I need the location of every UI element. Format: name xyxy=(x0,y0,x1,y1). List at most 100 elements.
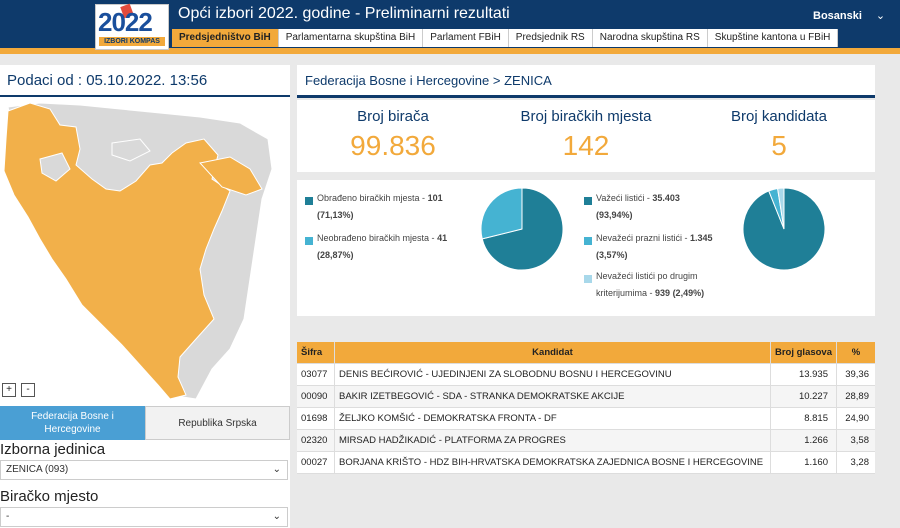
legend-valid-pct: (93,94%) xyxy=(596,210,633,220)
legend-blank-value: 1.345 xyxy=(690,233,713,243)
swatch-blank xyxy=(584,237,592,245)
cell-votes: 10.227 xyxy=(771,386,837,407)
cell-pct: 24,90 xyxy=(845,413,869,424)
stat-polling-stations: Broj biračkih mjesta 142 xyxy=(490,100,682,162)
pie-ballots xyxy=(742,187,826,271)
zoom-in-button[interactable]: + xyxy=(2,383,16,397)
col-header-candidate[interactable]: Kandidat xyxy=(335,342,771,363)
legend-other-invalid-value: 939 xyxy=(655,288,671,298)
left-panel: Podaci od : 05.10.2022. 13:56 + - Federa… xyxy=(0,65,290,528)
cell-votes: 8.815 xyxy=(771,408,837,429)
cell-candidate: BAKIR IZETBEGOVIĆ - SDA - STRANKA DEMOKR… xyxy=(335,386,771,407)
tab-parliamentary-assembly[interactable]: Parlamentarna skupština BiH xyxy=(278,29,424,47)
pie-ballots-slice-2[interactable] xyxy=(777,187,785,230)
pie-polling-stations-slice-0[interactable] xyxy=(481,187,564,271)
page-title: Opći izbori 2022. godine - Preliminarni … xyxy=(178,5,510,22)
cell-pct: 28,89 xyxy=(845,391,869,402)
table-row[interactable]: 02320 MIRSAD HADŽIKADIĆ - PLATFORMA ZA P… xyxy=(297,430,875,452)
swatch-processed xyxy=(305,197,313,205)
unit-select[interactable]: ZENICA (093) ⌄ xyxy=(0,460,288,480)
entity-switch: Federacija Bosne i Hercegovine Republika… xyxy=(0,406,290,440)
legend-other-invalid: Nevažeći listići po drugim kriterijumima… xyxy=(584,268,705,302)
results-table: Šifra Kandidat Broj glasova % 03077 DENI… xyxy=(297,342,875,474)
bih-map[interactable] xyxy=(0,99,290,401)
legend-blank-label: Nevažeći prazni listići - xyxy=(596,233,691,243)
legend-unprocessed-value: 41 xyxy=(437,233,448,243)
stat-polling-stations-caption: Broj biračkih mjesta xyxy=(520,108,652,125)
breadcrumb-text: Federacija Bosne i Hercegovine > ZENICA xyxy=(305,73,552,88)
stat-candidates-value: 5 xyxy=(771,130,787,161)
cell-votes: 1.160 xyxy=(771,452,837,473)
col-header-pct[interactable]: % xyxy=(851,347,861,358)
table-row[interactable]: 03077 DENIS BEĆIROVIĆ - UJEDINJENI ZA SL… xyxy=(297,364,875,386)
pie-polling-stations-slice-1[interactable] xyxy=(480,187,523,240)
legend-other-invalid-pct: (2,49%) xyxy=(672,288,705,298)
tab-president-rs[interactable]: Predsjednik RS xyxy=(508,29,593,47)
legend-processed-label: Obrađeno biračkih mjesta - xyxy=(317,193,428,203)
header-accent-bar xyxy=(0,48,900,54)
unit-label: Izborna jedinica xyxy=(0,441,106,458)
table-row[interactable]: 01698 ŽELJKO KOMŠIĆ - DEMOKRATSKA FRONTA… xyxy=(297,408,875,430)
stat-voters-value: 99.836 xyxy=(350,130,436,161)
map-region-enclave-2[interactable] xyxy=(111,138,151,162)
cell-candidate: BORJANA KRIŠTO - HDZ BIH-HRVATSKA DEMOKR… xyxy=(335,452,771,473)
swatch-valid xyxy=(584,197,592,205)
legend-unprocessed-label: Neobrađeno biračkih mjesta - xyxy=(317,233,438,243)
legend-other-invalid-label: Nevažeći listići po drugim xyxy=(596,271,698,281)
pie-polling-stations-slices xyxy=(480,187,564,271)
legend-unprocessed: Neobrađeno biračkih mjesta - 41 (28,87%) xyxy=(305,230,448,264)
pie-ballots-slices xyxy=(742,187,826,271)
logo-subtitle: IZBORI KOMPAS xyxy=(99,37,165,46)
cell-candidate: MIRSAD HADŽIKADIĆ - PLATFORMA ZA PROGRES xyxy=(335,430,771,451)
map-region-enclave[interactable] xyxy=(39,152,71,182)
language-label: Bosanski xyxy=(813,10,862,22)
entity-fbih-button[interactable]: Federacija Bosne i Hercegovine xyxy=(0,406,145,440)
cell-code: 02320 xyxy=(297,430,335,451)
language-selector[interactable]: Bosanski ⌄ xyxy=(813,9,885,22)
zoom-out-button[interactable]: - xyxy=(21,383,35,397)
station-select[interactable]: - ⌄ xyxy=(0,507,288,527)
election-tabs: Predsjedništvo BiH Parlamentarna skupšti… xyxy=(172,29,839,47)
legend-blank-pct: (3,57%) xyxy=(596,250,628,260)
election-logo[interactable]: 2022 IZBORI KOMPAS xyxy=(95,3,169,50)
cell-candidate: DENIS BEĆIROVIĆ - UJEDINJENI ZA SLOBODNU… xyxy=(335,364,771,385)
legend-blank: Nevažeći prazni listići - 1.345 (3,57%) xyxy=(584,230,713,264)
tab-presidency[interactable]: Predsjedništvo BiH xyxy=(172,29,279,47)
cell-candidate: ŽELJKO KOMŠIĆ - DEMOKRATSKA FRONTA - DF xyxy=(335,408,771,429)
data-timestamp-label: Podaci od : 05.10.2022. 13:56 xyxy=(7,72,208,89)
legend-processed-pct: (71,13%) xyxy=(317,210,354,220)
tab-national-assembly-rs[interactable]: Narodna skupština RS xyxy=(592,29,708,47)
cell-pct: 39,36 xyxy=(845,369,869,380)
legend-valid: Važeći listići - 35.403 (93,94%) xyxy=(584,190,680,224)
stat-candidates-caption: Broj kandidata xyxy=(731,108,827,125)
legend-valid-value: 35.403 xyxy=(652,193,680,203)
cell-code: 01698 xyxy=(297,408,335,429)
cell-pct: 3,28 xyxy=(850,457,870,468)
bih-map-svg xyxy=(3,102,273,400)
table-row[interactable]: 00027 BORJANA KRIŠTO - HDZ BIH-HRVATSKA … xyxy=(297,452,875,474)
legend-valid-label: Važeći listići - xyxy=(596,193,653,203)
cell-code: 03077 xyxy=(297,364,335,385)
tab-canton-assemblies[interactable]: Skupštine kantona u FBiH xyxy=(707,29,839,47)
cell-code: 00027 xyxy=(297,452,335,473)
entity-rs-button[interactable]: Republika Srpska xyxy=(145,406,290,440)
legend-processed: Obrađeno biračkih mjesta - 101 (71,13%) xyxy=(305,190,443,224)
col-header-votes[interactable]: Broj glasova xyxy=(771,342,837,363)
data-timestamp: Podaci od : 05.10.2022. 13:56 xyxy=(0,65,290,97)
unit-select-value: ZENICA (093) xyxy=(6,464,69,475)
chevron-down-icon: ⌄ xyxy=(272,511,281,522)
legend-unprocessed-pct: (28,87%) xyxy=(317,250,354,260)
swatch-other-invalid xyxy=(584,275,592,283)
stat-candidates: Broj kandidata 5 xyxy=(683,100,875,162)
stats-panel: Broj birača 99.836 Broj biračkih mjesta … xyxy=(297,100,875,172)
station-select-value: - xyxy=(6,511,10,522)
chevron-down-icon: ⌄ xyxy=(272,464,281,475)
stat-voters: Broj birača 99.836 xyxy=(297,100,489,162)
stat-polling-stations-value: 142 xyxy=(562,130,610,161)
cell-code: 00090 xyxy=(297,386,335,407)
col-header-code[interactable]: Šifra xyxy=(297,342,335,363)
cell-votes: 1.266 xyxy=(771,430,837,451)
table-row[interactable]: 00090 BAKIR IZETBEGOVIĆ - SDA - STRANKA … xyxy=(297,386,875,408)
map-region-ne[interactable] xyxy=(199,156,263,196)
tab-parliament-fbih[interactable]: Parlament FBiH xyxy=(423,29,509,47)
